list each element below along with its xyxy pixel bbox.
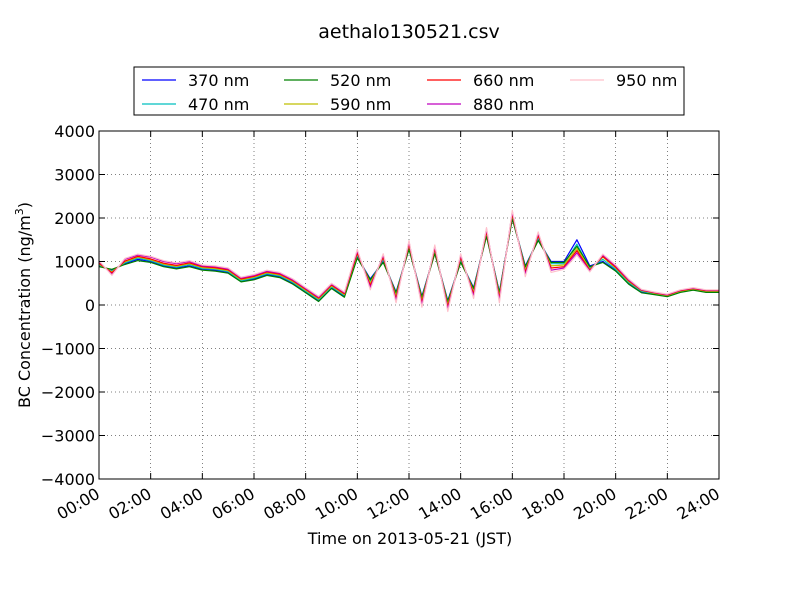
y-axis-label-sup: 3	[13, 208, 26, 215]
x-tick-label: 12:00	[364, 484, 413, 524]
x-tick-label: 08:00	[260, 484, 309, 524]
y-tick-label: 0	[85, 296, 95, 315]
x-tick-label: 02:00	[105, 484, 154, 524]
legend-box	[133, 66, 685, 116]
legend-entry: 660 nm	[427, 71, 534, 90]
y-tick-label: −1000	[41, 340, 95, 359]
x-tick-label: 18:00	[519, 484, 568, 524]
legend-label: 880 nm	[473, 95, 534, 114]
legend-entry: 520 nm	[284, 71, 391, 90]
x-axis-label: Time on 2013-05-21 (JST)	[307, 529, 512, 548]
y-tick-label: 1000	[54, 253, 95, 272]
legend-label: 520 nm	[330, 71, 391, 90]
series-line-950-nm	[98, 209, 719, 313]
y-tick-label: 4000	[54, 122, 95, 141]
x-tick-label: 04:00	[157, 484, 206, 524]
y-tick-label: −4000	[41, 470, 95, 489]
x-tick-label: 16:00	[467, 484, 516, 524]
series-line-880-nm	[98, 210, 719, 310]
x-tick-label: 24:00	[674, 484, 723, 524]
series-line-520-nm	[98, 218, 719, 303]
data-series	[98, 209, 719, 313]
grid-lines	[98, 130, 720, 480]
legend-entry: 590 nm	[284, 95, 391, 114]
plot-frame	[98, 130, 720, 480]
legend-entry: 880 nm	[427, 95, 534, 114]
legend-label: 370 nm	[188, 71, 249, 90]
chart-title: aethalo130521.csv	[318, 21, 500, 43]
y-tick-labels: 4000 3000 2000 1000 0 −1000 −2000 −3000 −4000	[41, 122, 95, 489]
x-tick-label: 14:00	[415, 484, 464, 524]
y-tick-label: −2000	[41, 383, 95, 402]
y-tick-label: 3000	[54, 166, 95, 185]
legend-entry: 470 nm	[142, 95, 249, 114]
x-tick-label: 00:00	[54, 484, 103, 524]
y-axis-label-main: BC Concentration (ng/m	[15, 215, 34, 408]
y-axis-label-close: )	[15, 202, 34, 208]
y-tick-label: 2000	[54, 209, 95, 228]
x-tick-labels: 00:00 02:00 04:00 06:00 08:00 10:00 12:00 14:00…	[54, 484, 723, 524]
legend-entry: 950 nm	[570, 71, 677, 90]
legend-entry: 370 nm	[142, 71, 249, 90]
legend: 370 nm 470 nm 520 nm 590 nm 660 nm 880 nm 950 …	[133, 66, 685, 116]
y-axis-label: BC Concentration (ng/m3)	[13, 202, 34, 408]
y-tick-label: −3000	[41, 427, 95, 446]
legend-label: 590 nm	[330, 95, 391, 114]
x-tick-label: 06:00	[209, 484, 258, 524]
x-tick-label: 20:00	[570, 484, 619, 524]
legend-label: 950 nm	[616, 71, 677, 90]
legend-label: 470 nm	[188, 95, 249, 114]
legend-entries: 370 nm 470 nm 520 nm 590 nm 660 nm 880 nm 950 …	[142, 71, 677, 114]
x-tick-label: 10:00	[312, 484, 361, 524]
x-tick-label: 22:00	[622, 484, 671, 524]
legend-label: 660 nm	[473, 71, 534, 90]
